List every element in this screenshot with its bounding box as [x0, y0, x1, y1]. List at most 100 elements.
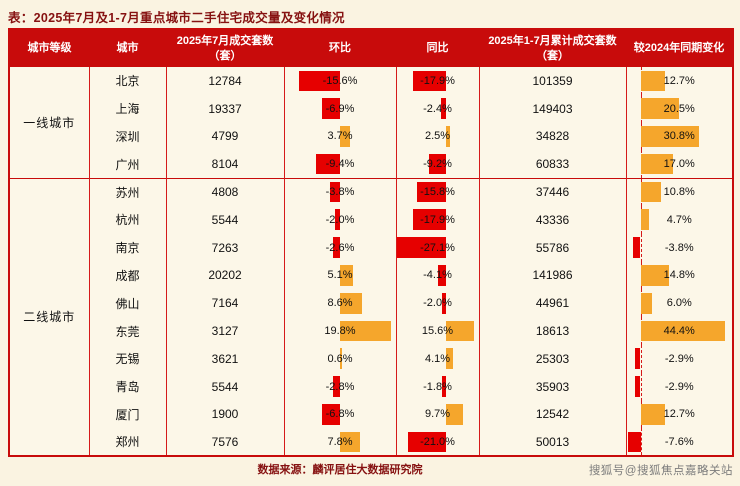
vs2024-change-cell: 10.8% — [626, 177, 733, 206]
percent-value: -3.8% — [325, 186, 355, 199]
positive-bar — [445, 404, 464, 425]
table-row: 深圳 4799 3.7% 2.5% 34828 30.8% — [9, 122, 733, 151]
mom-change-cell: 7.8% — [284, 428, 397, 457]
mom-change-cell: -2.6% — [284, 233, 397, 262]
table-header: 城市等级 城市 2025年7月成交套数（套） 环比 同比 2025年1-7月累计… — [9, 29, 733, 67]
cum-sales-cell: 43336 — [479, 205, 627, 234]
percent-value: -4.1% — [423, 269, 452, 282]
percent-value: 5.1% — [327, 269, 353, 282]
mom-change-cell: 0.6% — [284, 344, 397, 373]
jul-sales-cell: 3621 — [166, 344, 285, 373]
yoy-change-cell: -1.8% — [396, 372, 480, 401]
positive-bar — [340, 126, 350, 147]
percent-value: 4.1% — [424, 352, 451, 365]
mom-change-cell: 3.7% — [284, 122, 397, 151]
percent-value: 3.7% — [327, 130, 353, 143]
vs2024-change-cell: -3.8% — [626, 233, 733, 262]
vs2024-change-cell: 14.8% — [626, 261, 733, 290]
percent-value: -9.4% — [325, 158, 355, 171]
percent-value: 12.7% — [663, 408, 695, 421]
negative-bar — [334, 209, 340, 231]
city-name-cell: 无锡 — [89, 344, 167, 373]
watermark: 搜狐号@搜狐焦点嘉略关站 — [588, 465, 733, 477]
percent-value: -27.1% — [420, 241, 455, 254]
jul-sales-cell: 7576 — [166, 428, 285, 457]
city-name-cell: 北京 — [89, 67, 167, 95]
percent-value: -2.0% — [423, 297, 452, 310]
table-row: 一线城市 北京 12784 -15.6% -17.9% 101359 12.7% — [9, 67, 733, 179]
positive-bar — [640, 153, 673, 175]
zero-baseline — [640, 372, 642, 401]
negative-bar — [299, 70, 340, 92]
table-row: 上海 19337 -6.9% -2.4% 149403 20.5% — [9, 94, 733, 123]
negative-bar — [627, 431, 641, 452]
percent-value: -2.8% — [325, 380, 355, 393]
positive-bar — [340, 265, 354, 286]
jul-sales-cell: 4808 — [166, 177, 285, 206]
vs2024-change-cell: 20.5% — [626, 94, 733, 123]
zero-baseline — [640, 344, 642, 373]
yoy-change-cell: -15.8% — [396, 177, 480, 206]
positive-bar — [445, 126, 451, 147]
yoy-change-cell: 2.5% — [396, 122, 480, 151]
table-row: 东莞 3127 19.8% 15.6% 18613 44.4% — [9, 317, 733, 345]
positive-bar — [340, 348, 342, 370]
positive-bar — [640, 98, 680, 120]
percent-value: 44.4% — [663, 325, 695, 338]
percent-value: -21.0% — [420, 435, 455, 448]
header-vs2024: 较2024年同期变化 — [626, 29, 733, 67]
city-tier-cell: 一线城市 — [9, 67, 90, 179]
zero-baseline — [640, 233, 642, 262]
city-name-cell: 广州 — [89, 150, 167, 179]
city-name-cell: 东莞 — [89, 317, 167, 345]
positive-bar — [340, 320, 392, 342]
cum-sales-cell: 141986 — [479, 261, 627, 290]
cum-sales-cell: 25303 — [479, 344, 627, 373]
negative-bar — [322, 98, 340, 120]
mom-change-cell: 5.1% — [284, 261, 397, 290]
percent-value: 17.0% — [663, 158, 695, 171]
vs2024-change-cell: -7.6% — [626, 428, 733, 456]
percent-value: 9.7% — [424, 408, 451, 421]
table-row: 佛山 7164 8.6% -2.0% 44961 6.0% — [9, 289, 733, 318]
city-name-cell: 南京 — [89, 233, 167, 262]
negative-bar — [438, 265, 446, 286]
percent-value: 7.8% — [327, 435, 353, 448]
yoy-change-cell: 15.6% — [396, 317, 480, 345]
negative-bar — [442, 292, 446, 314]
jul-sales-cell: 5544 — [166, 205, 285, 234]
mom-change-cell: -9.4% — [284, 150, 397, 179]
mom-change-cell: -6.8% — [284, 400, 397, 429]
header-mom: 环比 — [284, 29, 396, 67]
yoy-change-cell: -21.0% — [396, 428, 480, 457]
city-name-cell: 郑州 — [89, 428, 167, 457]
negative-bar — [417, 182, 446, 203]
percent-value: -6.9% — [325, 102, 355, 115]
mom-change-cell: -15.6% — [284, 67, 397, 95]
mom-change-cell: -2.0% — [284, 205, 397, 234]
city-name-cell: 厦门 — [89, 400, 167, 429]
vs2024-change-cell: -2.9% — [626, 344, 733, 373]
mom-change-cell: 19.8% — [284, 317, 397, 345]
jul-sales-cell: 19337 — [166, 94, 285, 123]
percent-value: -6.8% — [325, 408, 355, 421]
table-row: 无锡 3621 0.6% 4.1% 25303 -2.9% — [9, 344, 733, 373]
positive-bar — [640, 320, 725, 342]
percent-value: 20.5% — [663, 102, 695, 115]
cum-sales-cell: 101359 — [479, 67, 627, 95]
negative-bar — [634, 376, 641, 398]
cum-sales-cell: 18613 — [479, 317, 627, 345]
yoy-change-cell: -27.1% — [396, 233, 480, 262]
percent-value: -9.2% — [423, 158, 452, 171]
jul-sales-cell: 7164 — [166, 289, 285, 318]
positive-bar — [640, 292, 652, 314]
percent-value: -2.0% — [325, 213, 355, 226]
city-name-cell: 苏州 — [89, 177, 167, 206]
negative-bar — [333, 237, 340, 259]
negative-bar — [315, 153, 340, 175]
negative-bar — [634, 348, 641, 370]
header-jul-sales: 2025年7月成交套数（套） — [166, 29, 284, 67]
city-name-cell: 成都 — [89, 261, 167, 290]
percent-value: -2.9% — [664, 352, 694, 365]
